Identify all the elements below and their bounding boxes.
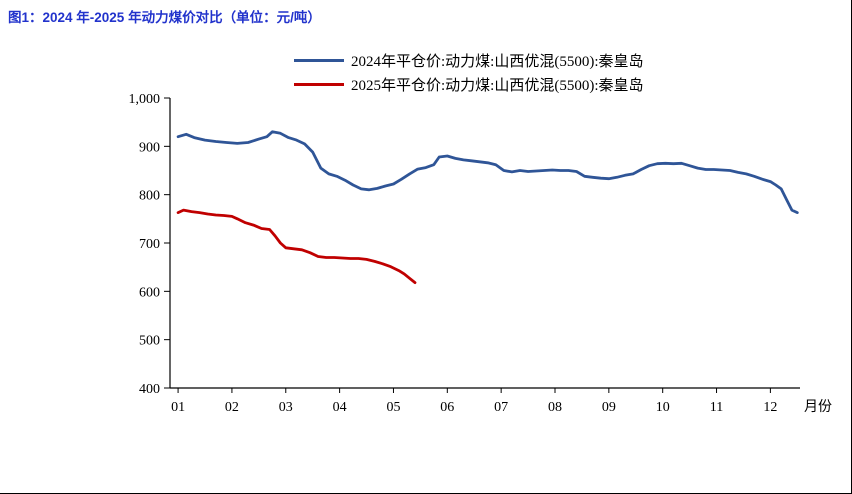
legend-label-2025: 2025年平仓价:动力煤:山西优混(5500):秦皇岛 <box>351 78 644 94</box>
x-tick-label: 12 <box>763 400 777 415</box>
x-tick-label: 02 <box>225 400 239 415</box>
y-tick-label: 900 <box>139 140 160 155</box>
x-axis-title: 月份 <box>804 399 832 415</box>
x-tick-label: 08 <box>548 400 562 415</box>
legend-item-2024: 2024年平仓价:动力煤:山西优混(5500):秦皇岛 <box>294 50 644 71</box>
x-tick-label: 11 <box>710 400 723 415</box>
legend-label-2024: 2024年平仓价:动力煤:山西优混(5500):秦皇岛 <box>351 54 644 70</box>
legend-line-swatch-2024 <box>294 59 344 62</box>
y-tick-label: 400 <box>139 382 160 397</box>
chart-legend: 2024年平仓价:动力煤:山西优混(5500):秦皇岛 2025年平仓价:动力煤… <box>294 50 644 95</box>
y-tick-label: 600 <box>139 285 160 300</box>
x-tick-label: 06 <box>440 400 454 415</box>
series-line-0 <box>176 130 799 215</box>
y-tick-label: 800 <box>139 189 160 204</box>
y-tick-label: 700 <box>139 237 160 252</box>
legend-line-swatch-2025 <box>294 83 344 86</box>
x-tick-label: 07 <box>494 400 508 415</box>
y-tick-label: 500 <box>139 334 160 349</box>
series-line-1 <box>176 208 417 285</box>
figure-title: 图1：2024 年-2025 年动力煤价对比（单位：元/吨） <box>8 10 321 25</box>
y-tick-label: 1,000 <box>129 92 161 107</box>
legend-item-2025: 2025年平仓价:动力煤:山西优混(5500):秦皇岛 <box>294 74 644 95</box>
x-tick-label: 04 <box>333 400 347 415</box>
x-tick-label: 10 <box>656 400 670 415</box>
x-tick-label: 01 <box>171 400 185 415</box>
x-tick-label: 03 <box>279 400 293 415</box>
x-tick-label: 09 <box>602 400 616 415</box>
x-tick-label: 05 <box>386 400 400 415</box>
